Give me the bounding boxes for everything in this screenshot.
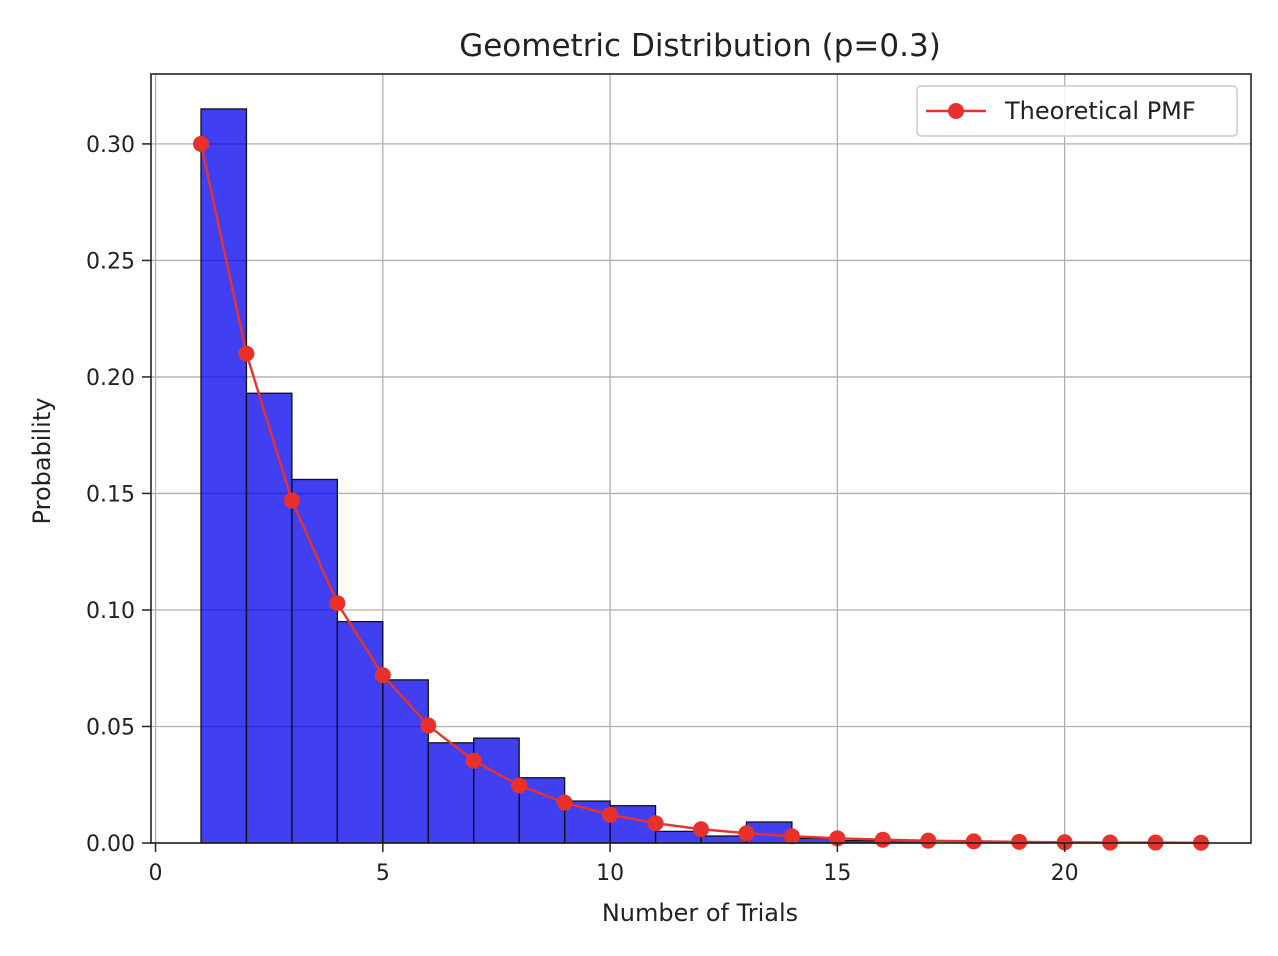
- pmf-point: [193, 135, 209, 152]
- y-tick-label: 0.00: [86, 832, 135, 857]
- y-axis: 0.00 0.05 0.10 0.15 0.20 0.25 0.30: [86, 133, 151, 857]
- histogram-bar: [563, 800, 611, 844]
- y-tick-label: 0.15: [86, 482, 135, 507]
- pmf-point: [874, 831, 891, 848]
- line-layer: [193, 135, 1209, 851]
- y-tick-label: 0.25: [86, 249, 135, 274]
- pmf-point: [965, 833, 982, 850]
- histogram-bar: [200, 108, 248, 844]
- pmf-point: [738, 825, 755, 842]
- x-tick-label: 10: [596, 861, 624, 886]
- histogram-bar: [336, 620, 384, 844]
- x-tick-label: 5: [376, 861, 390, 886]
- pmf-point: [465, 752, 482, 769]
- y-tick-label: 0.30: [86, 133, 135, 158]
- x-tick-label: 15: [823, 861, 851, 886]
- chart-title: Geometric Distribution (p=0.3): [459, 28, 941, 64]
- pmf-point: [556, 794, 573, 811]
- y-axis-label: Probability: [28, 398, 56, 525]
- pmf-point: [420, 717, 437, 734]
- pmf-point: [238, 345, 255, 362]
- y-tick-label: 0.20: [86, 366, 135, 391]
- pmf-point: [920, 832, 937, 849]
- pmf-point: [783, 828, 800, 845]
- pmf-point: [511, 777, 528, 794]
- histogram-bar: [291, 478, 339, 844]
- x-tick-label: 20: [1051, 861, 1079, 886]
- legend-label-theoretical-pmf: Theoretical PMF: [1004, 97, 1196, 125]
- pmf-point: [374, 667, 391, 684]
- pmf-point: [283, 492, 300, 509]
- y-tick-label: 0.10: [86, 599, 135, 624]
- legend-box: [916, 85, 1238, 137]
- pmf-point: [693, 821, 709, 838]
- legend-marker-swatch: [948, 103, 964, 119]
- pmf-point: [329, 595, 346, 612]
- x-axis-label: Number of Trials: [602, 899, 798, 927]
- pmf-point: [602, 806, 619, 823]
- pmf-point: [1011, 833, 1028, 850]
- pmf-point: [647, 815, 664, 832]
- plot-frame: [150, 73, 1252, 844]
- legend: Theoretical PMF: [916, 85, 1238, 137]
- histogram-bar: [473, 737, 520, 844]
- x-axis: 0 5 10 15 20: [149, 843, 1079, 886]
- x-tick-label: 0: [149, 861, 163, 886]
- y-tick-label: 0.05: [86, 715, 135, 740]
- histogram-bar: [245, 392, 293, 844]
- histogram-bar: [382, 679, 429, 844]
